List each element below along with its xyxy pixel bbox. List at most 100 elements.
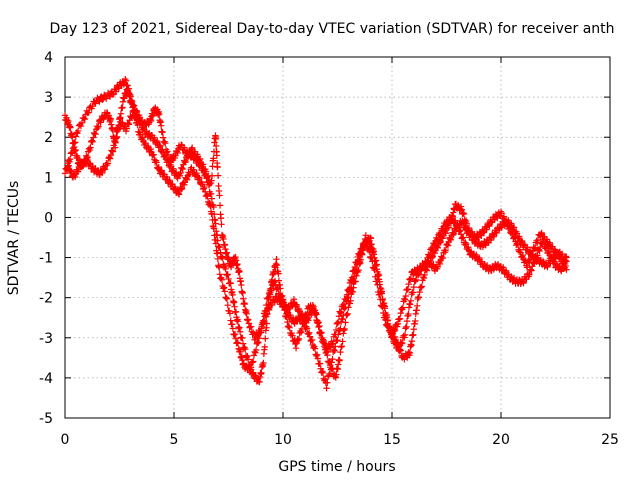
series-trace-c [63, 108, 570, 355]
data-point [544, 263, 551, 271]
data-point [305, 313, 313, 321]
data-point [286, 305, 293, 313]
data-point [159, 128, 166, 136]
data-point [311, 345, 319, 352]
data-point [319, 336, 327, 343]
data-point [129, 101, 136, 108]
data-point [538, 229, 545, 237]
y-tick-label: 4 [44, 50, 53, 66]
data-point [329, 340, 336, 348]
data-point [460, 234, 467, 241]
data-point [305, 329, 313, 336]
data-point [307, 309, 314, 316]
data-point [156, 110, 163, 118]
data-point [72, 133, 80, 140]
data-point [127, 93, 134, 100]
data-point [204, 192, 211, 200]
data-point [227, 280, 234, 287]
y-tick-label: -5 [39, 411, 53, 427]
data-point [116, 115, 123, 123]
data-point [311, 307, 319, 314]
data-point [347, 297, 354, 304]
data-point [214, 255, 222, 263]
data-point [343, 296, 350, 304]
x-tick-label: 25 [601, 432, 619, 448]
data-point [216, 271, 223, 278]
data-point [319, 369, 327, 377]
data-point [156, 142, 163, 149]
data-point [232, 308, 240, 316]
data-point [442, 246, 449, 254]
data-point [210, 155, 217, 162]
data-point [231, 303, 238, 310]
data-point [399, 304, 407, 311]
data-point [159, 134, 167, 141]
data-point [368, 241, 375, 248]
data-point [160, 139, 168, 146]
data-point [343, 311, 351, 319]
data-point [203, 192, 210, 199]
data-point [261, 343, 269, 351]
data-point [348, 277, 355, 284]
data-point [442, 222, 449, 230]
data-point [224, 301, 231, 309]
data-point [293, 301, 301, 309]
data-point [405, 348, 412, 356]
data-point [68, 168, 75, 175]
data-point [275, 270, 282, 277]
data-point [262, 335, 269, 342]
data-point [220, 235, 227, 243]
data-point [337, 348, 344, 356]
data-point [503, 218, 511, 226]
data-point [376, 291, 383, 298]
data-point [125, 120, 132, 127]
data-point [107, 115, 114, 123]
data-point [246, 324, 253, 331]
data-point [108, 147, 115, 154]
axis-ticks [64, 56, 611, 419]
data-point [348, 274, 356, 281]
data-point [374, 281, 381, 289]
data-point [312, 310, 319, 317]
data-point [359, 247, 366, 254]
data-point [372, 273, 379, 281]
data-point [320, 337, 327, 345]
data-point [460, 210, 468, 218]
data-point [81, 115, 89, 123]
y-tick-label: -1 [39, 251, 53, 267]
data-point [182, 158, 189, 166]
data-point [106, 155, 114, 162]
data-point [239, 334, 246, 342]
data-point [356, 250, 364, 257]
data-point [229, 291, 236, 299]
data-point [265, 294, 272, 302]
data-point [390, 328, 398, 335]
data-point [334, 336, 341, 344]
data-point [241, 300, 248, 308]
data-point [271, 277, 279, 285]
y-tick-labels: -5 -4 -3 -2 -1 0 1 2 3 4 [39, 50, 53, 427]
data-point [166, 177, 173, 184]
data-point [379, 303, 386, 311]
data-point [526, 271, 533, 278]
data-point [297, 329, 305, 336]
data-point [212, 142, 220, 150]
data-point [521, 241, 528, 248]
data-point [263, 295, 271, 303]
data-point [180, 157, 188, 164]
data-point [71, 173, 79, 181]
data-point [340, 330, 347, 337]
data-point [353, 259, 361, 266]
data-point [250, 358, 257, 365]
data-point [431, 242, 439, 249]
data-point [255, 339, 262, 346]
data-point [156, 142, 164, 150]
data-point [285, 322, 293, 330]
data-point [200, 185, 207, 192]
data-point [340, 303, 347, 311]
data-point [231, 331, 238, 339]
data-point [73, 129, 80, 136]
data-point [401, 334, 408, 341]
data-point [94, 124, 101, 132]
data-point [119, 119, 126, 126]
